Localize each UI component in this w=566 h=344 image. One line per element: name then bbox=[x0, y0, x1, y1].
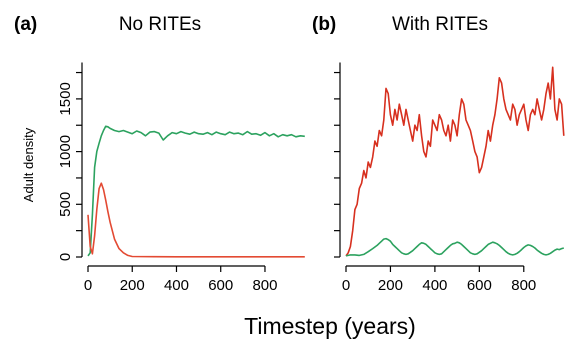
panel-a-plot: 0 500 1000 1500 0 200 400 600 800 bbox=[57, 62, 305, 294]
x-tick-label: 0 bbox=[84, 277, 92, 294]
x-tick-label: 800 bbox=[252, 277, 277, 294]
x-tick-label: 600 bbox=[467, 277, 492, 294]
x-tick-label: 200 bbox=[378, 277, 403, 294]
y-tick-label: 1500 bbox=[57, 82, 74, 115]
panel-b-plot: 0 200 400 600 800 bbox=[334, 62, 565, 294]
panel-b-series-line-1 bbox=[345, 66, 565, 257]
y-tick-label: 0 bbox=[57, 253, 74, 261]
panel-a-title: No RITEs bbox=[119, 14, 201, 35]
x-tick-label: 400 bbox=[164, 277, 189, 294]
panel-a-axes: 0 500 1000 1500 0 200 400 600 800 bbox=[57, 62, 277, 294]
panel-a: (a) No RITEs Adult density 0500100015000… bbox=[14, 14, 305, 294]
x-axis-label: Timestep (years) bbox=[244, 313, 416, 339]
panel-b-title: With RITEs bbox=[392, 14, 488, 35]
panel-b: (b) With RITEs 0 200 400 600 800 bbox=[312, 14, 565, 294]
y-axis-label: Adult density bbox=[21, 127, 36, 202]
x-tick-label: 600 bbox=[208, 277, 233, 294]
y-tick-label: 500 bbox=[57, 192, 74, 217]
x-tick-label: 200 bbox=[120, 277, 145, 294]
panel-b-series-line-2 bbox=[345, 237, 565, 257]
panel-b-label: (b) bbox=[312, 14, 336, 35]
panel-a-label: (a) bbox=[14, 14, 37, 35]
y-tick-label: 1000 bbox=[57, 135, 74, 168]
x-tick-label: 800 bbox=[511, 277, 536, 294]
x-tick-label: 0 bbox=[342, 277, 350, 294]
panel-b-axes: 0 200 400 600 800 bbox=[334, 62, 536, 294]
x-tick-label: 400 bbox=[422, 277, 447, 294]
panel-a-series-line-2 bbox=[87, 182, 305, 258]
panel-a-series-line-1 bbox=[87, 125, 305, 257]
